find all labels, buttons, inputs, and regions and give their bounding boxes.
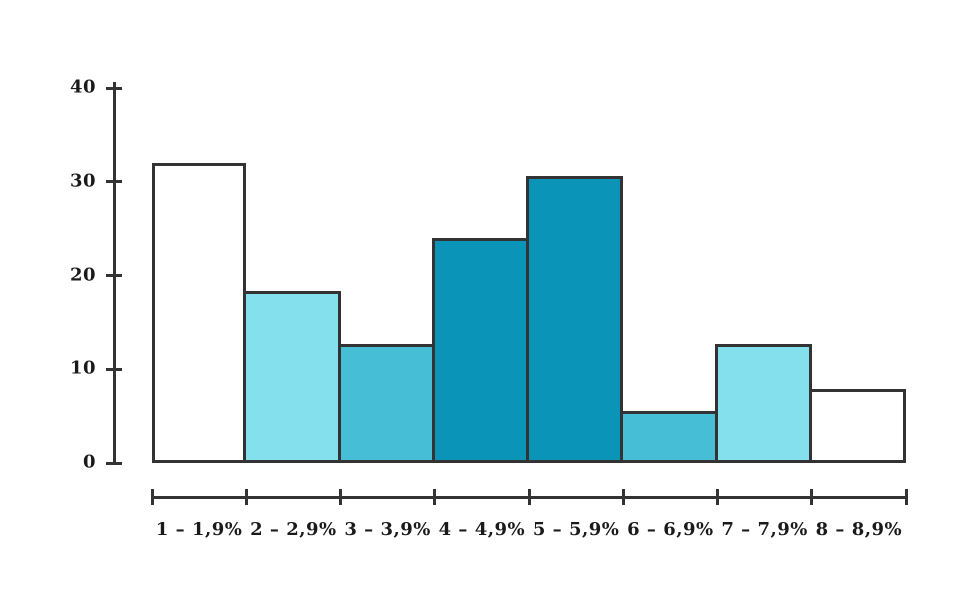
x-tick-mark xyxy=(244,489,248,505)
y-tick-label: 20 xyxy=(69,264,96,286)
bar xyxy=(243,291,341,463)
x-tick-mark xyxy=(527,489,531,505)
x-category-label: 3 – 3,9% xyxy=(344,519,431,540)
x-category-label: 6 – 6,9% xyxy=(627,519,714,540)
x-tick-mark xyxy=(621,489,625,505)
x-tick-mark xyxy=(716,489,719,505)
y-tick-label: 0 xyxy=(82,451,96,473)
x-tick-mark xyxy=(150,489,154,505)
bar xyxy=(714,343,812,463)
y-tick-mark xyxy=(106,367,122,371)
bar xyxy=(152,163,247,463)
x-category-label: 1 – 1,9% xyxy=(155,519,243,540)
x-tick-mark xyxy=(904,489,908,505)
x-tick-mark xyxy=(810,489,814,505)
y-tick-mark xyxy=(106,274,122,277)
y-tick-label: 40 xyxy=(69,76,96,98)
x-category-label: 8 – 8,9% xyxy=(815,519,903,540)
x-tick-mark xyxy=(433,489,437,505)
x-tick-mark xyxy=(339,489,342,505)
bar xyxy=(620,410,718,463)
bar xyxy=(808,388,906,463)
x-category-label: 2 – 2,9% xyxy=(250,519,337,540)
y-tick-label: 30 xyxy=(69,170,96,192)
x-category-label: 4 – 4,9% xyxy=(438,519,526,540)
bar xyxy=(337,343,435,463)
x-category-label: 7 – 7,9% xyxy=(721,519,808,540)
x-category-label: 5 – 5,9% xyxy=(532,519,620,540)
y-tick-mark xyxy=(106,180,122,184)
y-tick-mark xyxy=(106,86,122,90)
bar xyxy=(431,238,529,463)
y-tick-mark xyxy=(106,461,122,465)
bar xyxy=(526,176,624,463)
y-tick-label: 10 xyxy=(69,357,96,379)
y-axis-line xyxy=(112,82,116,465)
